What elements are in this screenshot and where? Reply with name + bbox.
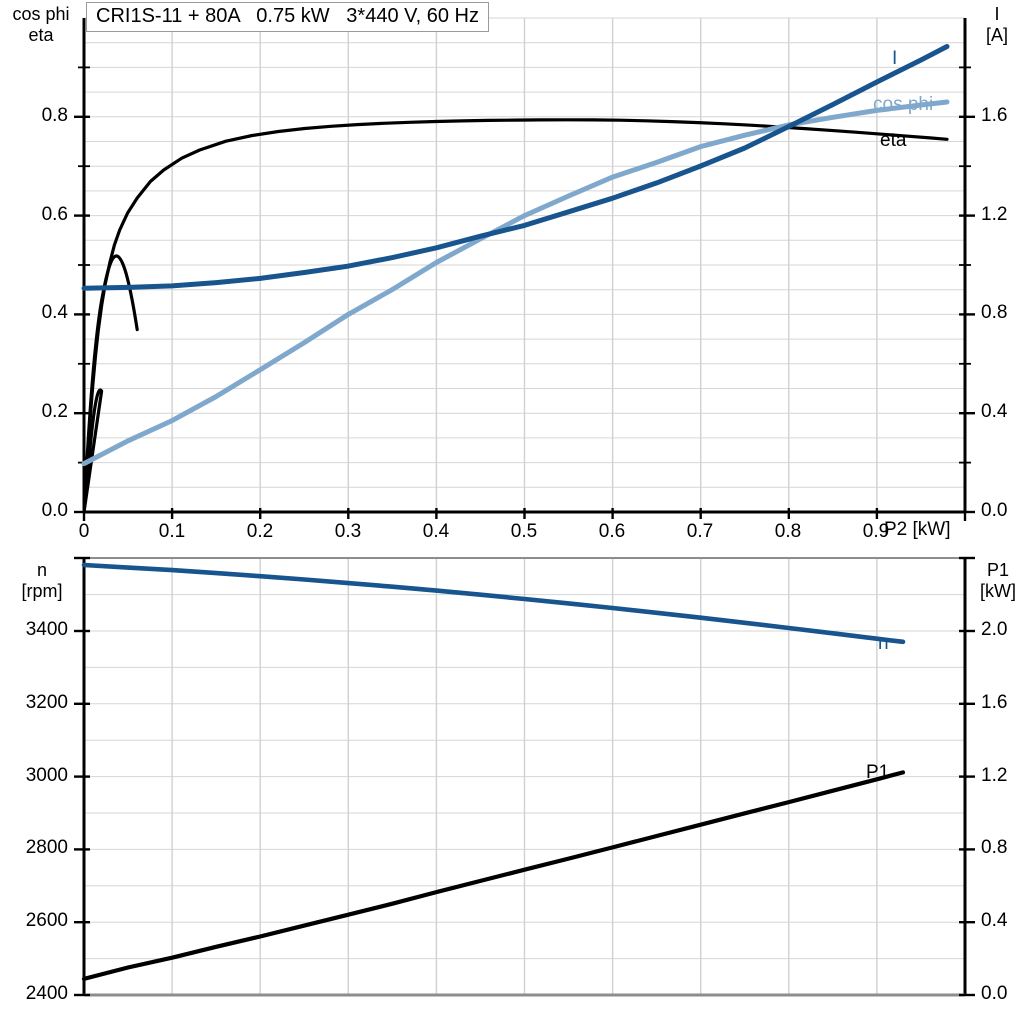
top-right-tick-1: 0.4 (981, 401, 1008, 422)
bottom-right-tick-3: 1.2 (981, 765, 1008, 786)
bottom-left-tick-4: 3200 (25, 692, 68, 713)
top-left-tick-4: 0.8 (41, 105, 68, 126)
current-curve-label: I (892, 48, 898, 69)
eta-curve-label: eta (880, 130, 907, 151)
current-curve (81, 44, 950, 291)
top-right-axis-title: I [A] (985, 4, 1008, 45)
bottom-left-tick-3: 3000 (25, 765, 68, 786)
top-x-tick-2: 0.2 (246, 521, 274, 542)
cos-phi-curve (81, 99, 950, 467)
top-right-tick-0: 0.0 (981, 500, 1008, 521)
top-x-tick-6: 0.6 (598, 521, 626, 542)
bottom-right-tick-0: 0.0 (981, 983, 1008, 1004)
top-x-tick-8: 0.8 (774, 521, 802, 542)
speed-curve-label: n (878, 633, 889, 654)
bottom-left-axis-title: n [rpm] (21, 560, 63, 601)
top-x-tick-1: 0.1 (158, 521, 186, 542)
bottom-right-tick-5: 2.0 (981, 619, 1008, 640)
top-x-tick-4: 0.4 (422, 521, 450, 542)
top-x-tick-3: 0.3 (334, 521, 362, 542)
top-x-tick-5: 0.5 (510, 521, 538, 542)
cos-phi-curve-label: cos phi (873, 94, 934, 115)
top-left-tick-0: 0.0 (41, 500, 68, 521)
top-left-tick-2: 0.4 (41, 302, 68, 323)
top-right-tick-4: 1.6 (981, 105, 1008, 126)
chart-title: CRI1S-11 + 80A 0.75 kW 3*440 V, 60 Hz (86, 2, 489, 32)
top-x-tick-7: 0.7 (686, 521, 714, 542)
bottom-right-tick-2: 0.8 (981, 837, 1008, 858)
bottom-right-axis-title: P1 [kW] (980, 560, 1016, 601)
top-left-tick-1: 0.2 (41, 401, 68, 422)
top-left-axis-title: cos phi eta (12, 4, 70, 45)
bottom-right-tick-1: 0.4 (981, 910, 1008, 931)
top-left-tick-3: 0.6 (41, 204, 68, 225)
power-curve-label: P1 (866, 762, 890, 783)
bottom-right-tick-4: 1.6 (981, 692, 1008, 713)
bottom-left-tick-5: 3400 (25, 619, 68, 640)
top-right-tick-2: 0.8 (981, 302, 1008, 323)
power-curve (81, 770, 906, 981)
top-x-tick-0: 0 (78, 521, 90, 542)
top-x-axis-title: P2 [kW] (884, 519, 951, 540)
bottom-left-tick-0: 2400 (25, 983, 68, 1004)
speed-curve (81, 562, 906, 645)
top-right-tick-3: 1.2 (981, 204, 1008, 225)
top-x-tick-9: 0.9 (862, 521, 890, 542)
bottom-left-tick-1: 2600 (25, 910, 68, 931)
bottom-left-tick-2: 2800 (25, 837, 68, 858)
